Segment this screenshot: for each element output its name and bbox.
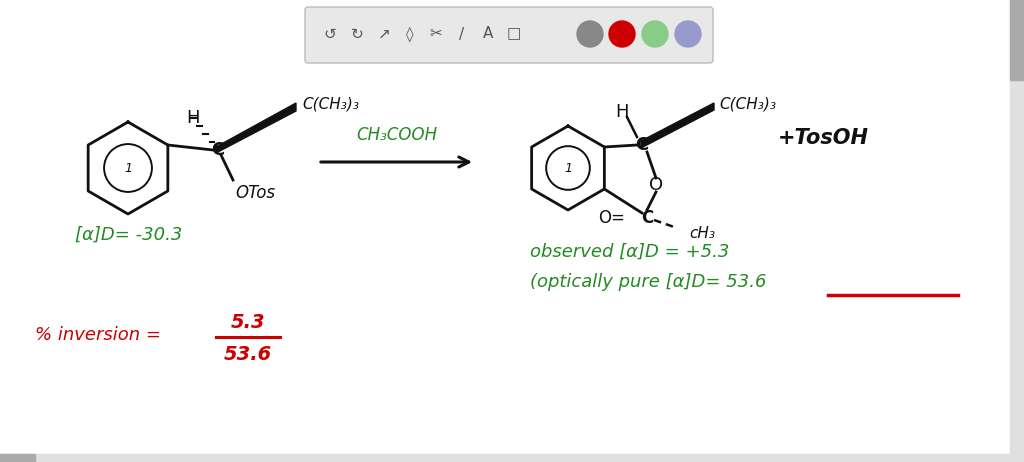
Text: observed [α]D = +5.3: observed [α]D = +5.3 (530, 243, 729, 261)
Text: O=: O= (598, 209, 625, 227)
Text: C(CH₃)₃: C(CH₃)₃ (302, 97, 359, 111)
Polygon shape (216, 103, 296, 153)
Text: ◊: ◊ (407, 26, 414, 42)
Polygon shape (641, 103, 714, 148)
Circle shape (609, 21, 635, 47)
FancyBboxPatch shape (305, 7, 713, 63)
Text: H: H (615, 103, 629, 121)
Text: A: A (482, 26, 494, 42)
Text: ↺: ↺ (324, 26, 336, 42)
Text: H: H (186, 109, 200, 127)
Bar (0, 454, 1010, 462)
Text: C(CH₃)₃: C(CH₃)₃ (719, 97, 776, 111)
Bar (1010, 0, 1024, 80)
Text: OTos: OTos (234, 184, 275, 202)
Circle shape (642, 21, 668, 47)
Text: C: C (635, 136, 648, 154)
Text: ↗: ↗ (378, 26, 390, 42)
Text: % inversion =: % inversion = (35, 326, 167, 344)
Text: C: C (641, 209, 653, 227)
Circle shape (577, 21, 603, 47)
Text: /: / (460, 26, 465, 42)
Text: O: O (649, 176, 664, 194)
Text: C: C (211, 141, 224, 159)
Circle shape (675, 21, 701, 47)
Bar (0, 454, 35, 462)
Bar (1010, 0, 1024, 462)
Text: 1: 1 (124, 162, 132, 175)
Text: 1: 1 (564, 162, 572, 175)
Text: (optically pure [α]D= 53.6: (optically pure [α]D= 53.6 (530, 273, 767, 291)
Text: cH₃: cH₃ (689, 225, 715, 241)
Text: [α]D= -30.3: [α]D= -30.3 (75, 226, 182, 244)
Text: ↻: ↻ (350, 26, 364, 42)
Text: 53.6: 53.6 (224, 346, 272, 365)
Text: □: □ (507, 26, 521, 42)
Text: ✂: ✂ (430, 26, 442, 42)
Text: CH₃COOH: CH₃COOH (356, 126, 437, 144)
Text: +TosOH: +TosOH (778, 128, 869, 148)
Text: 5.3: 5.3 (230, 314, 265, 333)
